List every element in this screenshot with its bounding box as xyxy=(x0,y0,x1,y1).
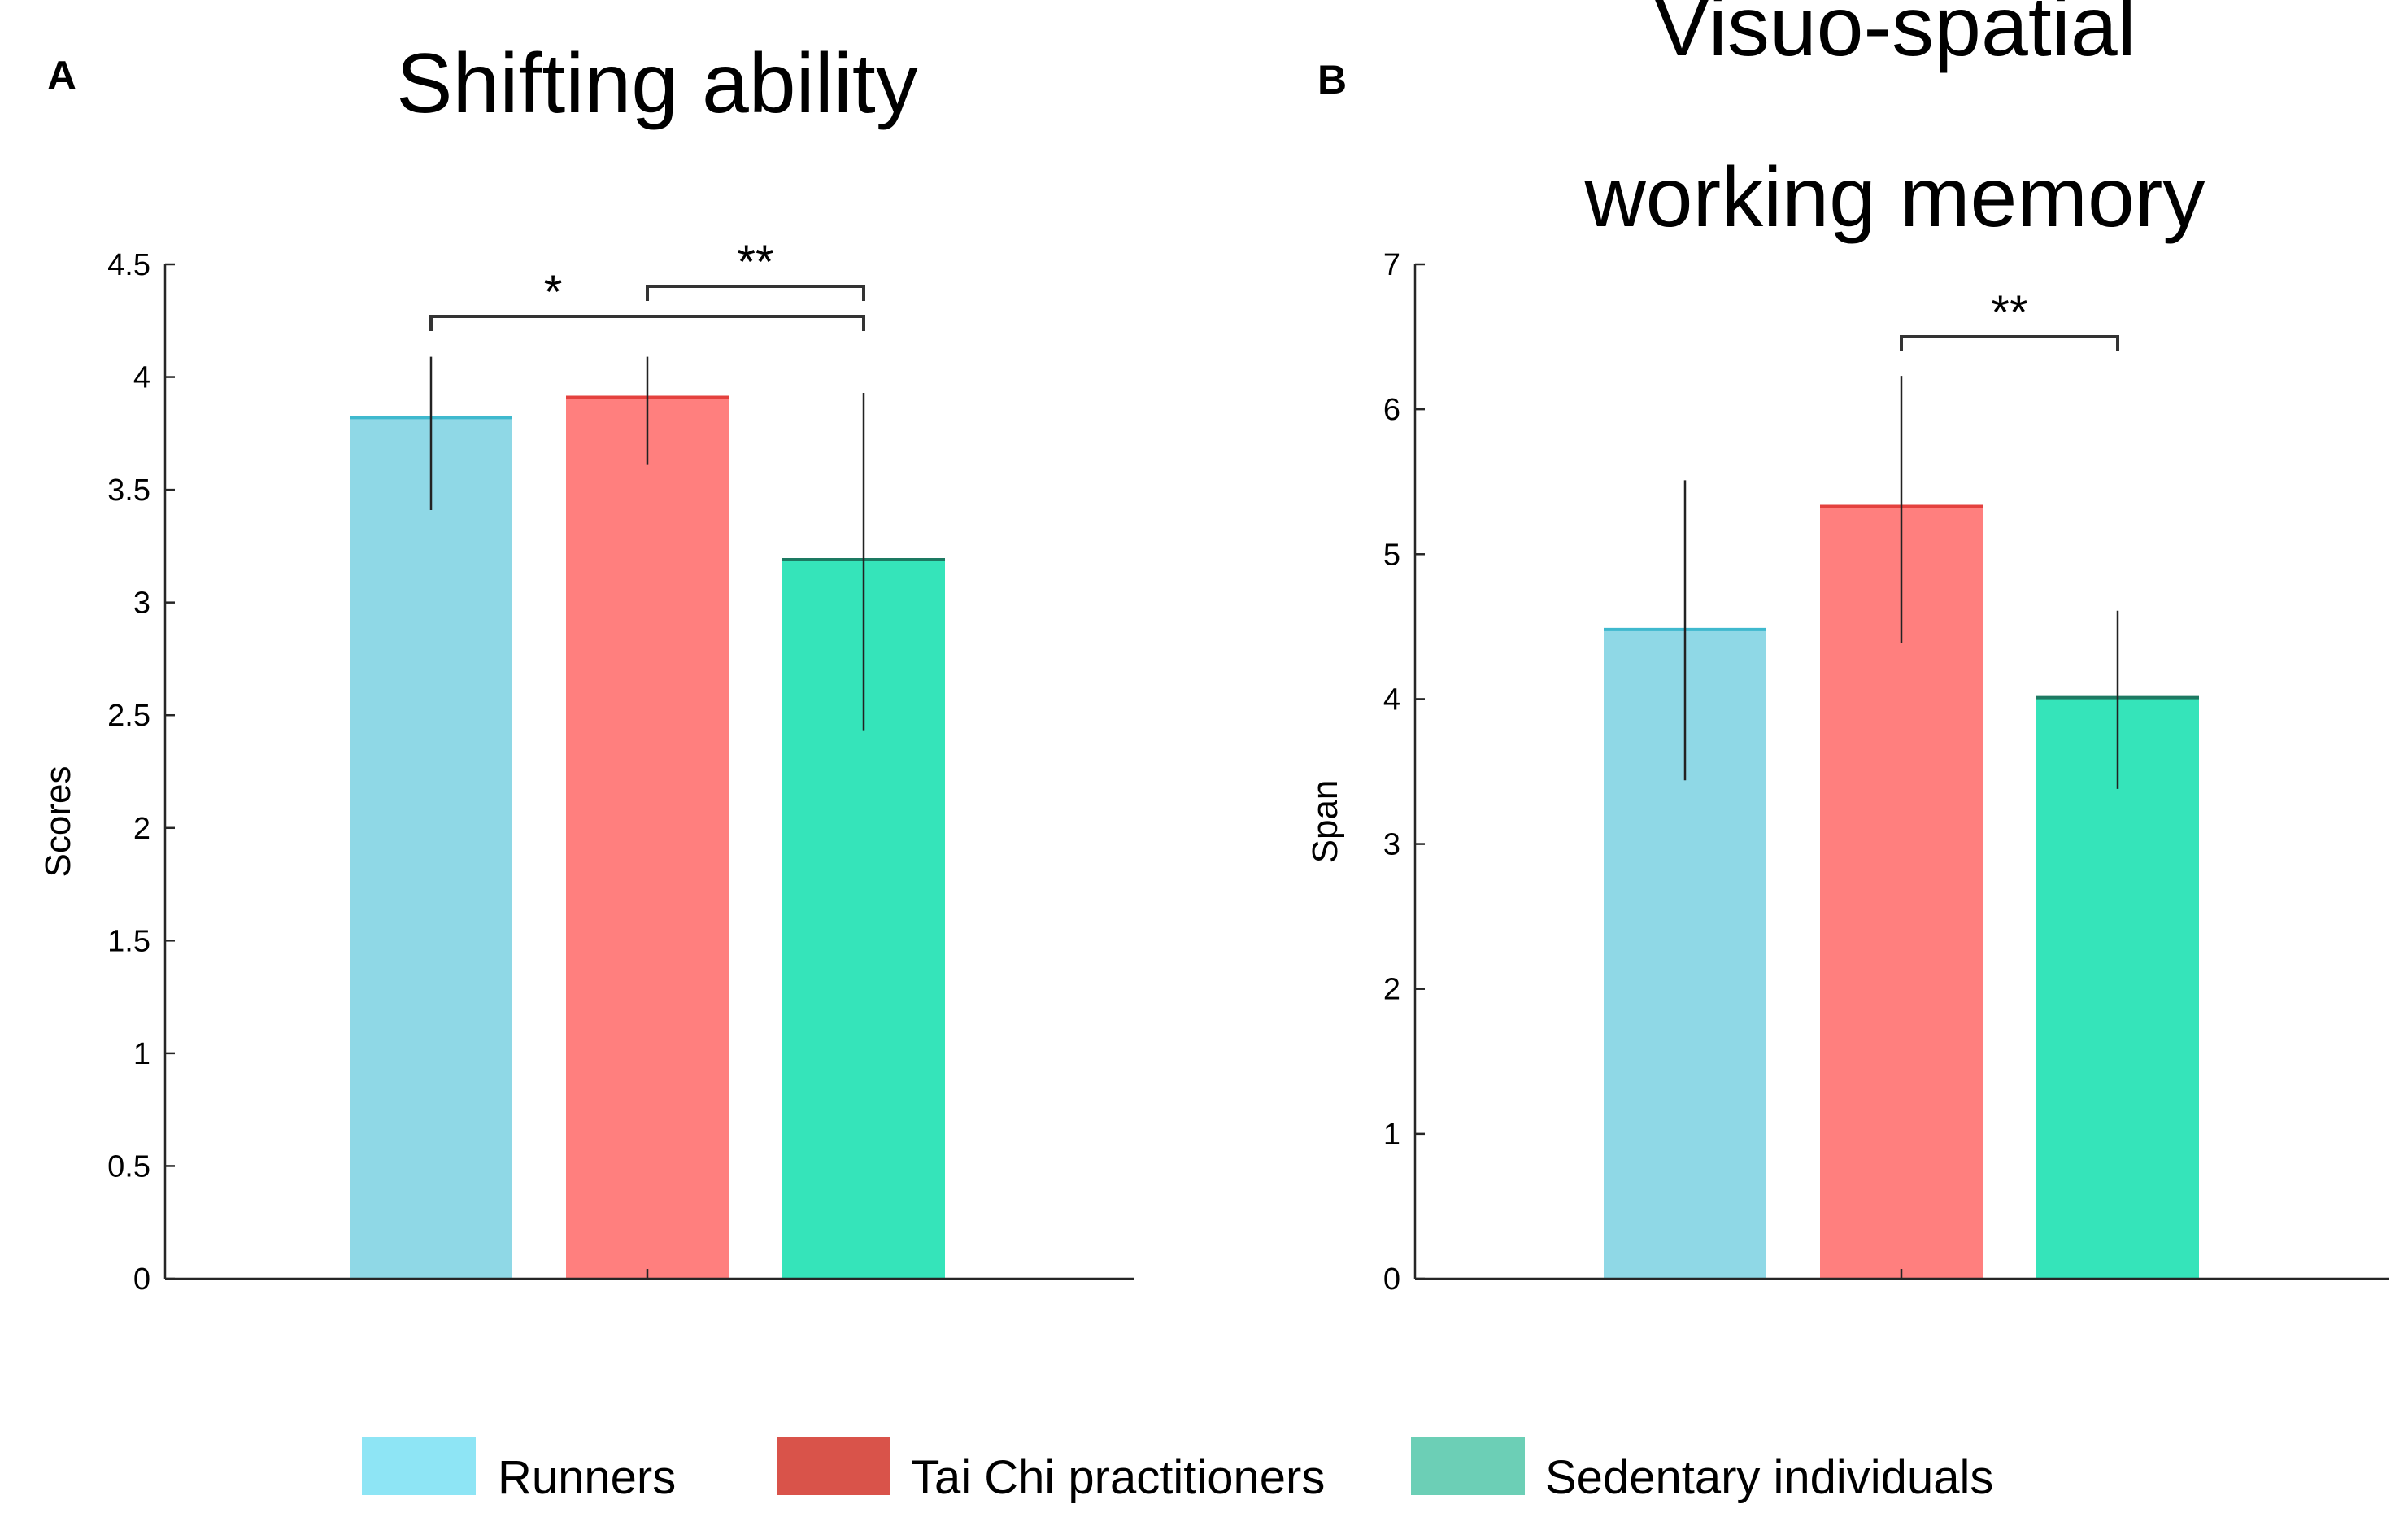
panel-b-y-tick-label: 1 xyxy=(1383,1118,1400,1152)
panel-a-y-axis-label: Scores xyxy=(38,766,78,878)
panel-a-y-tick-label: 4 xyxy=(133,361,150,395)
panel-a-y-tick-label: 0 xyxy=(133,1262,150,1297)
panel-a-y-tick-label: 4.5 xyxy=(107,248,150,282)
panel-a-letter: A xyxy=(47,53,76,98)
panel-b-y-tick-label: 5 xyxy=(1383,538,1400,572)
panel-a-significance-label: * xyxy=(544,266,563,319)
panel-a-significance-bracket xyxy=(429,315,865,331)
panel-b-letter: B xyxy=(1317,57,1347,102)
panel-b-y-tick-label: 4 xyxy=(1383,682,1400,717)
panel-a-bar-runners xyxy=(350,417,512,1279)
legend-swatch-sedentary xyxy=(1411,1437,1525,1495)
panel-b-title-line-1: Visuo-spatial xyxy=(1653,0,2136,74)
panel-a-y-tick-label: 1 xyxy=(133,1037,150,1071)
panel-b-significance-label: ** xyxy=(1991,286,2027,339)
panel-a-y-tick-label: 1.5 xyxy=(107,924,150,958)
panel-b-y-axis-label: Span xyxy=(1305,780,1345,864)
panel-a-significance-bracket xyxy=(646,285,865,301)
panel-b-significance-bracket xyxy=(1900,335,2119,351)
panel-a-y-tick-label: 0.5 xyxy=(107,1149,150,1184)
panel-a-title: Shifting ability xyxy=(396,37,918,131)
legend-swatch-runners xyxy=(362,1437,476,1495)
panel-b-y-tick-label: 6 xyxy=(1383,393,1400,427)
legend-label-runners: Runners xyxy=(498,1451,676,1504)
legend-label-sedentary: Sedentary individuals xyxy=(1545,1451,1993,1504)
panel-a-y-tick-label: 2.5 xyxy=(107,699,150,733)
panel-b-y-tick-label: 3 xyxy=(1383,828,1400,862)
panel-a-bar-tai-chi xyxy=(566,397,729,1279)
panel-a: A Shifting ability Scores 0 0.5 1 1.5 2 2.5 3 3… xyxy=(38,37,1134,1297)
panel-a-significance-label: ** xyxy=(737,236,773,289)
legend-swatch-tai-chi xyxy=(777,1437,890,1495)
panel-b: B Visuo-spatial working memory Span 0 1 2 3… xyxy=(1305,0,2389,1297)
panel-a-y-tick-label: 3 xyxy=(133,586,150,621)
panel-a-y-tick-label: 2 xyxy=(133,812,150,846)
panel-b-y-tick-label: 0 xyxy=(1383,1262,1400,1297)
panel-b-bar-sedentary xyxy=(2036,697,2199,1279)
legend: Runners Tai Chi practitioners Sedentary … xyxy=(362,1437,1993,1504)
panel-b-y-tick-label: 7 xyxy=(1383,248,1400,282)
panel-a-y-tick-label: 3.5 xyxy=(107,473,150,508)
panel-b-y-tick-label: 2 xyxy=(1383,973,1400,1007)
panel-b-title-line-2: working memory xyxy=(1584,150,2206,245)
legend-label-tai-chi: Tai Chi practitioners xyxy=(911,1451,1325,1504)
